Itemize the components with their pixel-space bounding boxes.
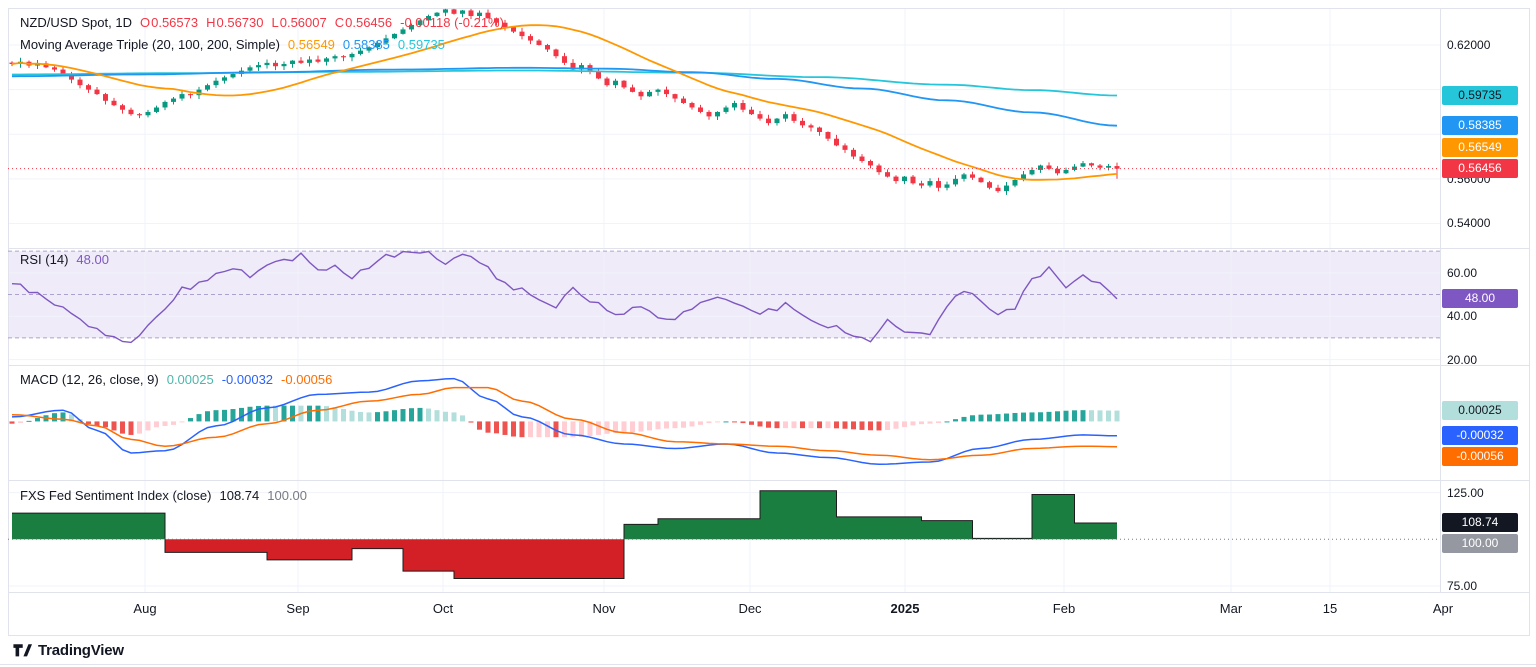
ohlc-key: O xyxy=(139,15,151,30)
fed-area-positive xyxy=(12,490,1117,540)
macd-values: 0.00025 -0.00032 -0.00056 xyxy=(159,372,333,387)
macd-indicator-title[interactable]: MACD (12, 26, close, 9) xyxy=(20,372,159,387)
ma100-line[interactable] xyxy=(11,66,1118,127)
legend-value: 0.58385 xyxy=(342,37,390,52)
legend-rsi[interactable]: RSI (14) 48.00 xyxy=(20,252,109,267)
rsi-line[interactable] xyxy=(11,250,1118,344)
legend-fed-sentiment[interactable]: FXS Fed Sentiment Index (close) 108.74 10… xyxy=(20,488,307,503)
candles-layer[interactable] xyxy=(9,8,1120,195)
legend-main[interactable]: NZD/USD Spot, 1D O0.56573 H0.56730 L0.5600… xyxy=(20,15,504,30)
ohlc-key: C xyxy=(334,15,345,30)
legend-moving-average[interactable]: Moving Average Triple (20, 100, 200, Sim… xyxy=(20,37,445,52)
ma20-line[interactable] xyxy=(11,24,1118,181)
ohlc-value: 0.56573 xyxy=(151,15,199,30)
macd-line[interactable] xyxy=(11,377,1118,465)
macd-histogram xyxy=(9,405,1120,438)
fed-line[interactable] xyxy=(12,490,1117,579)
ohlc-value: 0.56456 xyxy=(345,15,393,30)
legend-value: 48.00 xyxy=(76,252,109,267)
fed-indicator-title[interactable]: FXS Fed Sentiment Index (close) xyxy=(20,488,212,503)
legend-value: 0.56549 xyxy=(287,37,335,52)
ma-values: 0.56549 0.58385 0.59735 xyxy=(280,37,445,52)
ohlc-value: 0.56730 xyxy=(216,15,264,30)
tradingview-logo-icon xyxy=(13,644,32,657)
fed-values: 108.74 100.00 xyxy=(211,488,307,503)
ohlc-value: 0.56007 xyxy=(279,15,327,30)
legend-value: 0.00025 xyxy=(166,372,214,387)
rsi-indicator-title[interactable]: RSI (14) xyxy=(20,252,69,267)
rsi-values: 48.00 xyxy=(68,252,109,267)
tradingview-logo-text: TradingView xyxy=(38,641,124,659)
legend-value: -0.00032 xyxy=(221,372,274,387)
symbol-title[interactable]: NZD/USD Spot, 1D xyxy=(20,15,132,30)
fed-area-negative xyxy=(12,539,1117,579)
gridlines xyxy=(8,8,1440,592)
ohlc-key: L xyxy=(271,15,279,30)
legend-value: 108.74 xyxy=(219,488,260,503)
ma-indicator-title[interactable]: Moving Average Triple (20, 100, 200, Sim… xyxy=(20,37,280,52)
pane-separators xyxy=(0,8,1536,665)
change-value: -0.00118 (-0.21%) xyxy=(400,15,504,30)
legend-value: 0.59735 xyxy=(397,37,445,52)
ohlc-key: H xyxy=(206,15,216,30)
macd-signal-line[interactable] xyxy=(11,386,1118,461)
legend-macd[interactable]: MACD (12, 26, close, 9) 0.00025 -0.00032-… xyxy=(20,372,332,387)
legend-value: -0.00056 xyxy=(281,372,333,387)
tradingview-logo[interactable]: TradingView xyxy=(12,640,124,660)
legend-value: 100.00 xyxy=(267,488,308,503)
ohlc-values: O0.56573 H0.56730 L0.56007 C0.56456 xyxy=(132,15,392,30)
